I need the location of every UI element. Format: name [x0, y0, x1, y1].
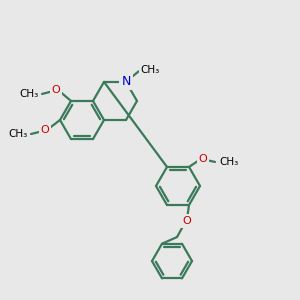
- Text: CH₃: CH₃: [219, 157, 238, 167]
- Text: O: O: [199, 154, 207, 164]
- Text: O: O: [40, 125, 50, 135]
- Text: CH₃: CH₃: [20, 89, 39, 99]
- Text: CH₃: CH₃: [141, 65, 160, 75]
- Text: N: N: [121, 75, 131, 88]
- Text: CH₃: CH₃: [9, 129, 28, 139]
- Text: O: O: [183, 216, 191, 226]
- Text: O: O: [52, 85, 60, 95]
